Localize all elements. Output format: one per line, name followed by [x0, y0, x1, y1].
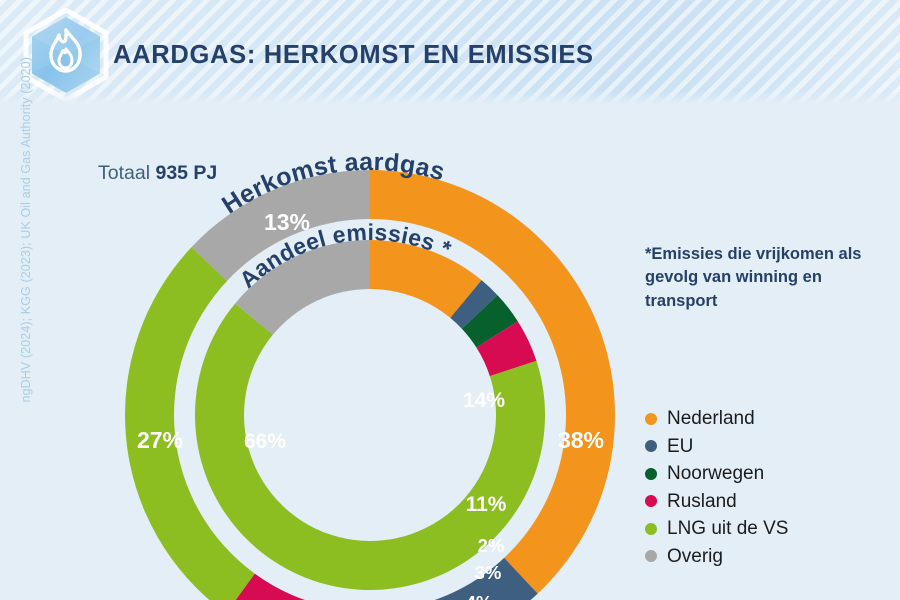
donut-chart-svg: Herkomst aardgas Aandeel emissies * 38% … — [125, 148, 615, 600]
page-title: AARDGAS: HERKOMST EN EMISSIES — [113, 41, 594, 69]
legend-label: Noorwegen — [667, 463, 765, 485]
outer-slice-lng — [125, 247, 255, 600]
total-callout: Totaal 935 PJ — [98, 162, 217, 185]
donut-chart: Herkomst aardgas Aandeel emissies * 38% … — [0, 105, 640, 600]
inner-ring-emissies — [195, 240, 545, 590]
outer-slice-overig — [191, 170, 370, 281]
legend-dot-icon — [645, 412, 657, 425]
legend-item-noorwegen[interactable]: Noorwegen — [645, 460, 895, 488]
legend-item-nederland[interactable]: Nederland — [645, 405, 895, 433]
legend-dot-icon — [645, 550, 657, 563]
outer-slice-eu — [434, 557, 538, 600]
total-value: 935 PJ — [155, 162, 218, 184]
legend-item-overig[interactable]: Overig — [645, 543, 895, 571]
legend-item-lng-uit-de-vs[interactable]: LNG uit de VS — [645, 515, 895, 543]
emissions-footnote: *Emissies die vrijkomen als gevolg van w… — [645, 245, 862, 310]
total-label: Totaal — [98, 162, 151, 184]
outer-label-overig: 13% — [264, 209, 310, 235]
inner-slice-eu — [450, 280, 498, 329]
legend-label: LNG uit de VS — [667, 518, 789, 540]
legend-label: EU — [667, 435, 694, 457]
inner-label-overig: 14% — [463, 389, 505, 412]
legend-label: Nederland — [667, 408, 755, 430]
inner-label-lng: 66% — [244, 430, 286, 453]
legend-dot-icon — [645, 522, 657, 535]
legend-dot-icon — [645, 467, 657, 480]
inner-slice-rusland — [476, 321, 537, 377]
inner-label-eu: 2% — [478, 535, 505, 556]
legend-item-rusland[interactable]: Rusland — [645, 488, 895, 516]
outer-slice-nederland — [370, 170, 615, 594]
legend-label: Rusland — [667, 490, 737, 512]
inner-label-nederland: 11% — [466, 493, 507, 516]
legend: Nederland EU Noorwegen Rusland LNG uit d… — [645, 405, 895, 570]
inner-label-noorwegen: 3% — [475, 562, 502, 583]
inner-slice-nederland — [370, 240, 482, 318]
outer-label-lng: 27% — [137, 427, 183, 453]
legend-dot-icon — [645, 495, 657, 508]
legend-label: Overig — [667, 545, 723, 567]
legend-item-eu[interactable]: EU — [645, 433, 895, 461]
flame-hexagon-logo-icon — [22, 7, 110, 103]
inner-slice-overig — [235, 240, 370, 335]
inner-slice-noorwegen — [461, 295, 518, 348]
legend-dot-icon — [645, 440, 657, 453]
inner-slice-lng — [195, 303, 545, 590]
outer-slice-rusland — [235, 573, 306, 600]
inner-label-rusland: 4% — [466, 592, 493, 600]
header-banner: AARDGAS: HERKOMST EN EMISSIES — [0, 0, 900, 105]
outer-label-nederland: 38% — [558, 427, 604, 453]
outer-ring-herkomst — [125, 170, 615, 600]
